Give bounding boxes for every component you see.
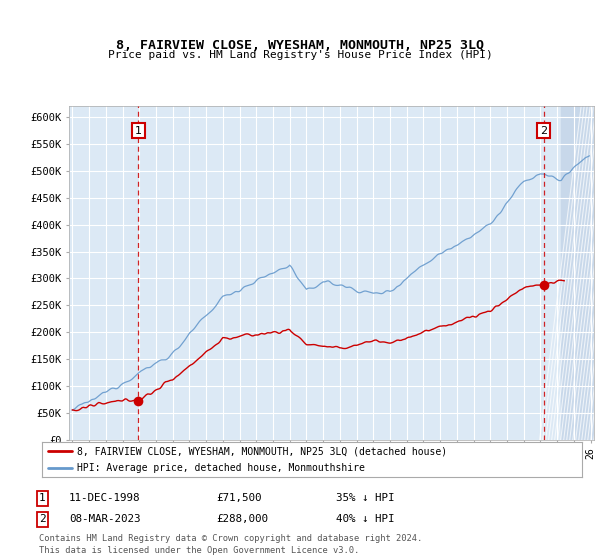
Bar bbox=[562, 106, 599, 440]
Text: £71,500: £71,500 bbox=[216, 493, 262, 503]
Text: 2: 2 bbox=[39, 514, 46, 524]
Text: Contains HM Land Registry data © Crown copyright and database right 2024.
This d: Contains HM Land Registry data © Crown c… bbox=[39, 534, 422, 555]
Text: 1: 1 bbox=[135, 125, 142, 136]
Text: 8, FAIRVIEW CLOSE, WYESHAM, MONMOUTH, NP25 3LQ: 8, FAIRVIEW CLOSE, WYESHAM, MONMOUTH, NP… bbox=[116, 39, 484, 52]
Text: Price paid vs. HM Land Registry's House Price Index (HPI): Price paid vs. HM Land Registry's House … bbox=[107, 50, 493, 60]
Text: HPI: Average price, detached house, Monmouthshire: HPI: Average price, detached house, Monm… bbox=[77, 464, 365, 473]
Text: 11-DEC-1998: 11-DEC-1998 bbox=[69, 493, 140, 503]
Text: 1: 1 bbox=[39, 493, 46, 503]
Text: £288,000: £288,000 bbox=[216, 514, 268, 524]
Text: 08-MAR-2023: 08-MAR-2023 bbox=[69, 514, 140, 524]
Text: 8, FAIRVIEW CLOSE, WYESHAM, MONMOUTH, NP25 3LQ (detached house): 8, FAIRVIEW CLOSE, WYESHAM, MONMOUTH, NP… bbox=[77, 446, 447, 456]
Text: 2: 2 bbox=[540, 125, 547, 136]
Text: 40% ↓ HPI: 40% ↓ HPI bbox=[336, 514, 395, 524]
Text: 35% ↓ HPI: 35% ↓ HPI bbox=[336, 493, 395, 503]
